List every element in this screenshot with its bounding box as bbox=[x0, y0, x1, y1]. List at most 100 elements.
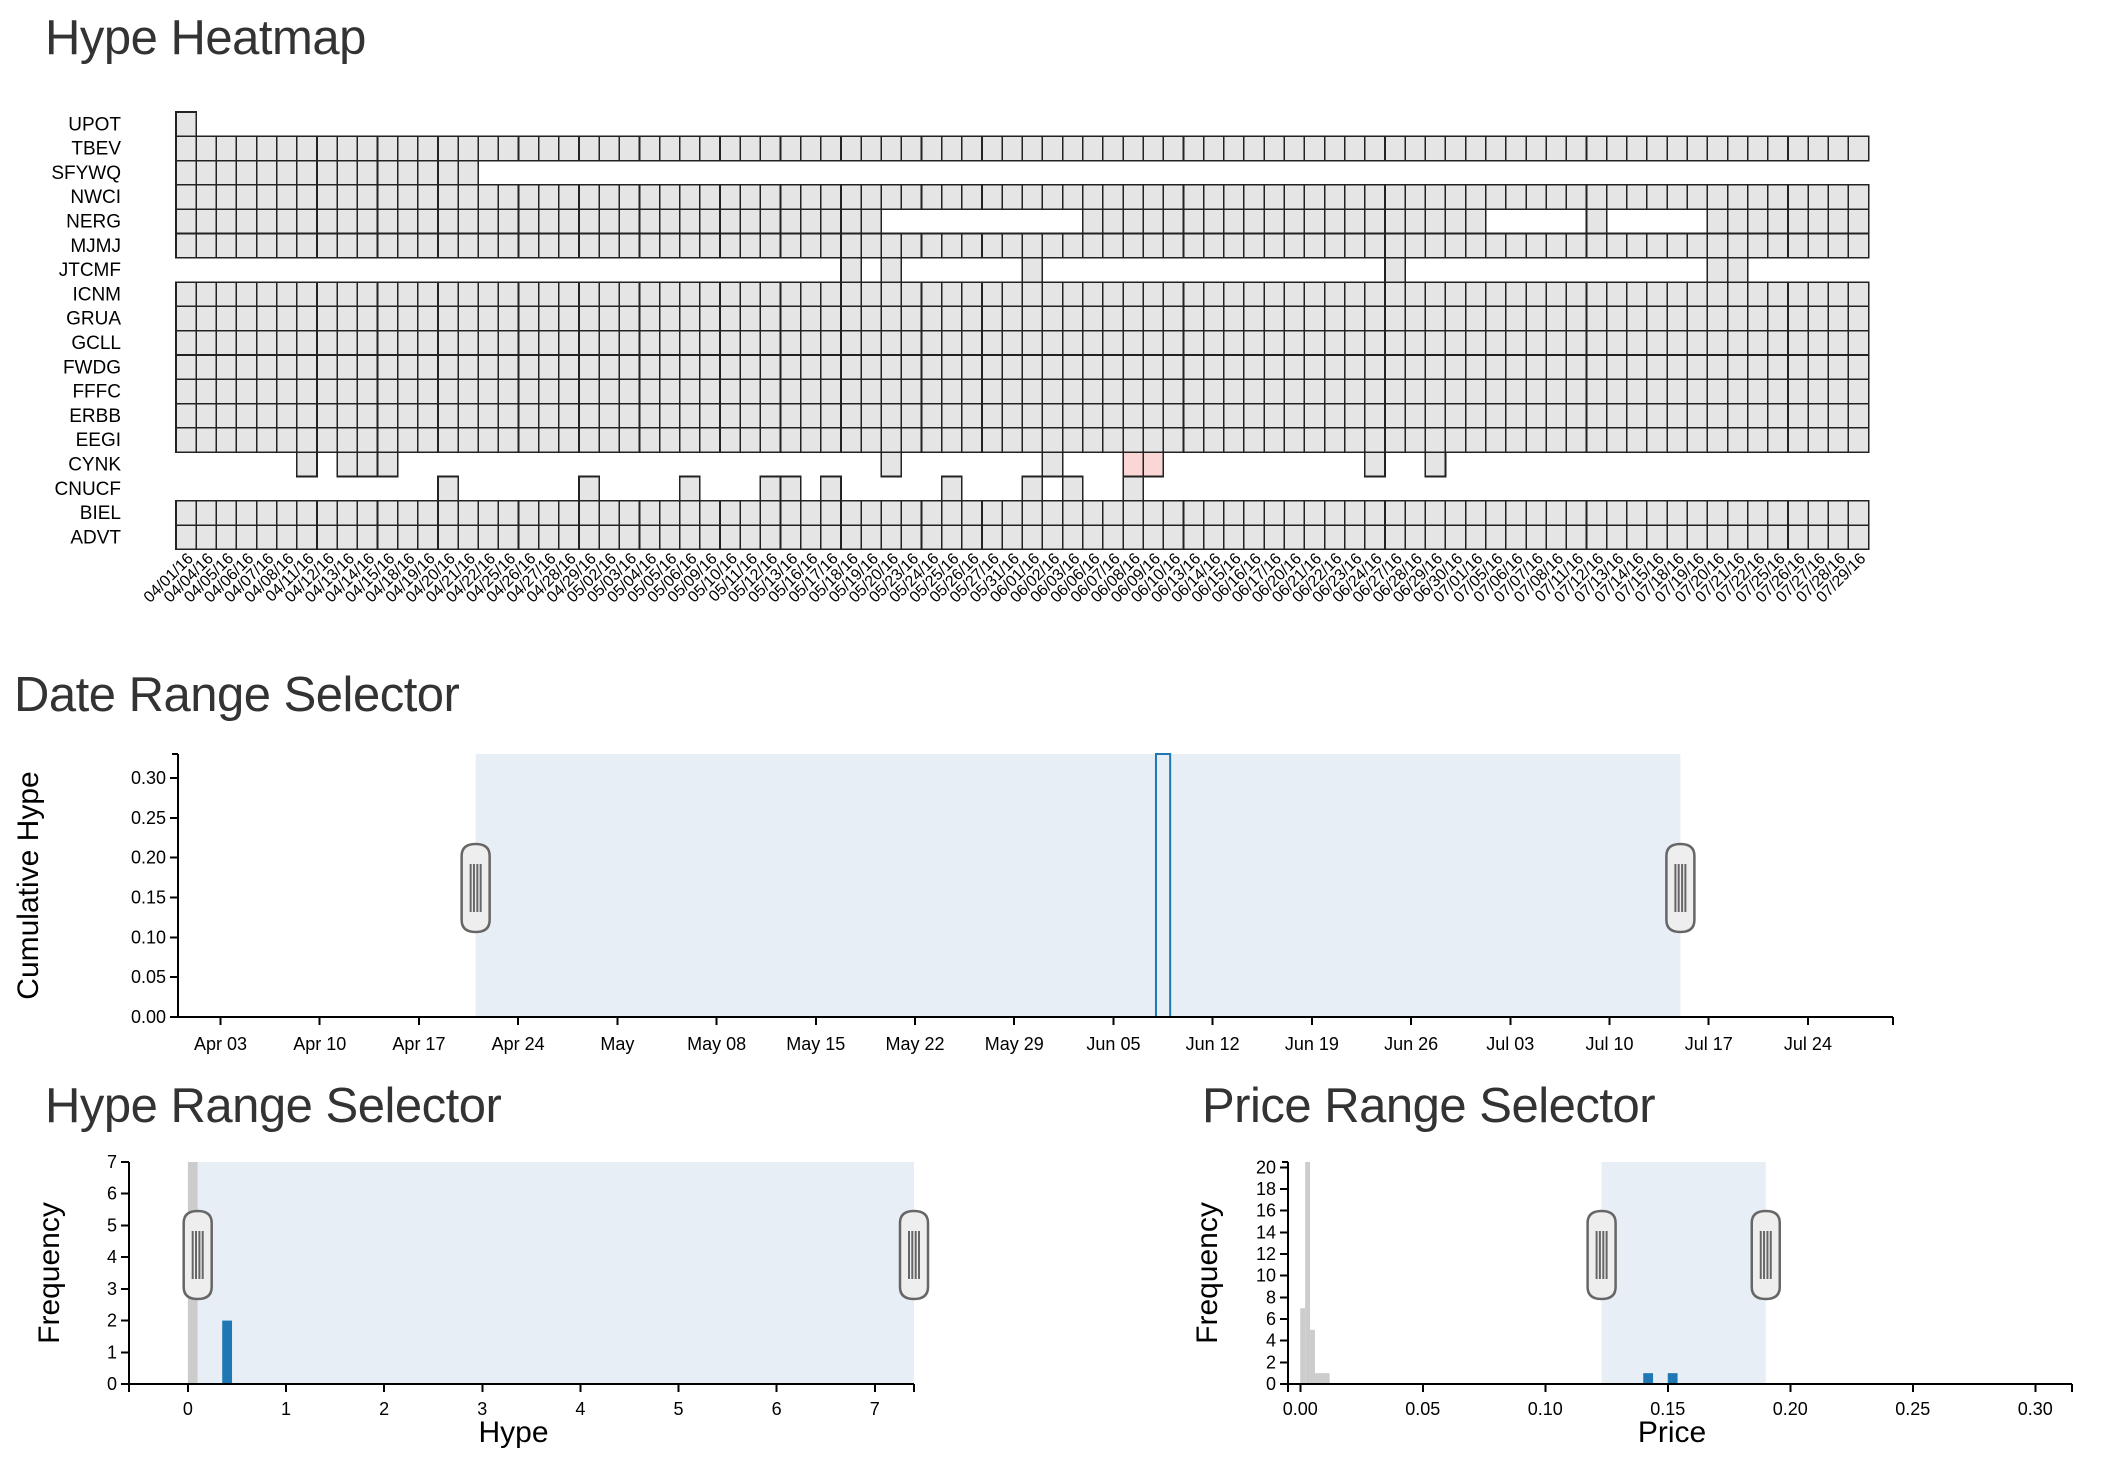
heatmap-cell[interactable] bbox=[699, 427, 721, 453]
heatmap-cell[interactable] bbox=[437, 378, 459, 405]
heatmap-cell[interactable] bbox=[537, 402, 560, 429]
heatmap-cell[interactable] bbox=[235, 135, 258, 162]
heatmap-cell[interactable] bbox=[1364, 208, 1386, 235]
heatmap-cell[interactable] bbox=[356, 451, 379, 478]
heatmap-cell[interactable] bbox=[457, 135, 480, 162]
heatmap-cell[interactable] bbox=[1202, 305, 1225, 332]
heatmap-cell[interactable] bbox=[416, 232, 439, 259]
heatmap-cell[interactable] bbox=[296, 427, 318, 453]
heatmap-cell[interactable] bbox=[1666, 402, 1689, 429]
heatmap-cell[interactable] bbox=[1142, 305, 1165, 332]
heatmap-cell[interactable] bbox=[457, 427, 480, 453]
heatmap-cell[interactable] bbox=[356, 378, 379, 405]
heatmap-cell[interactable] bbox=[235, 329, 258, 356]
heatmap-cell[interactable] bbox=[1021, 257, 1044, 283]
heatmap-cell[interactable] bbox=[1585, 329, 1608, 356]
heatmap-cell[interactable] bbox=[1827, 427, 1850, 453]
heatmap-cell[interactable] bbox=[537, 524, 560, 551]
heatmap-cell[interactable] bbox=[1202, 329, 1225, 356]
heatmap-cell[interactable] bbox=[1404, 281, 1427, 308]
heatmap-cell[interactable] bbox=[457, 402, 480, 429]
heatmap-cell[interactable] bbox=[1565, 281, 1588, 308]
heatmap-cell[interactable] bbox=[1162, 354, 1185, 381]
heatmap-cell[interactable] bbox=[477, 378, 500, 405]
heatmap-cell[interactable] bbox=[1424, 305, 1447, 332]
heatmap-cell[interactable] bbox=[416, 159, 439, 186]
heatmap-cell[interactable] bbox=[1424, 402, 1447, 429]
heatmap-cell[interactable] bbox=[1061, 378, 1084, 405]
heatmap-cell[interactable] bbox=[699, 208, 721, 235]
heatmap-cell[interactable] bbox=[316, 378, 338, 405]
heatmap-cell[interactable] bbox=[1162, 135, 1185, 162]
heatmap-cell[interactable] bbox=[1102, 354, 1124, 381]
heatmap-cell[interactable] bbox=[1565, 524, 1588, 551]
heatmap-cell[interactable] bbox=[1243, 232, 1265, 259]
heatmap-cell[interactable] bbox=[296, 354, 318, 381]
heatmap-cell[interactable] bbox=[1545, 354, 1568, 381]
heatmap-cell[interactable] bbox=[638, 524, 661, 551]
heatmap-cell[interactable] bbox=[880, 354, 903, 381]
heatmap-cell[interactable] bbox=[799, 378, 822, 405]
heatmap-cell[interactable] bbox=[1384, 378, 1406, 405]
heatmap-cell[interactable] bbox=[517, 305, 540, 332]
heatmap-cell[interactable] bbox=[1686, 232, 1709, 259]
heatmap-cell[interactable] bbox=[1364, 451, 1386, 478]
heatmap-cell[interactable] bbox=[1444, 524, 1467, 551]
heatmap-cell[interactable] bbox=[235, 354, 258, 381]
heatmap-cell[interactable] bbox=[900, 305, 923, 332]
heatmap-cell[interactable] bbox=[316, 184, 338, 211]
heatmap-cell[interactable] bbox=[1223, 208, 1245, 235]
heatmap-cell[interactable] bbox=[1424, 208, 1447, 235]
heatmap-cell[interactable] bbox=[1605, 135, 1628, 162]
heatmap-cell[interactable] bbox=[961, 281, 983, 308]
heatmap-cell[interactable] bbox=[1061, 524, 1084, 551]
heatmap-cell[interactable] bbox=[1061, 232, 1084, 259]
heatmap-cell[interactable] bbox=[699, 499, 721, 526]
heatmap-cell[interactable] bbox=[1343, 524, 1366, 551]
heatmap-cell[interactable] bbox=[1343, 329, 1366, 356]
heatmap-cell[interactable] bbox=[215, 184, 238, 211]
heatmap-cell[interactable] bbox=[1444, 378, 1467, 405]
heatmap-cell[interactable] bbox=[1565, 232, 1588, 259]
heatmap-cell[interactable] bbox=[437, 329, 459, 356]
heatmap-cell[interactable] bbox=[1726, 232, 1749, 259]
heatmap-cell[interactable] bbox=[1303, 524, 1326, 551]
heatmap-cell[interactable] bbox=[1686, 402, 1709, 429]
heatmap-cell[interactable] bbox=[819, 524, 842, 551]
heatmap-cell[interactable] bbox=[497, 402, 520, 429]
heatmap-cell[interactable] bbox=[1807, 427, 1830, 453]
heatmap-cell[interactable] bbox=[296, 378, 318, 405]
heatmap-cell[interactable] bbox=[1807, 329, 1830, 356]
heatmap-cell[interactable] bbox=[1243, 354, 1265, 381]
heatmap-cell[interactable] bbox=[215, 499, 238, 526]
heatmap-cell[interactable] bbox=[1243, 402, 1265, 429]
heatmap-cell[interactable] bbox=[457, 184, 480, 211]
heatmap-cell[interactable] bbox=[719, 499, 741, 526]
heatmap-cell[interactable] bbox=[658, 329, 681, 356]
heatmap-cell[interactable] bbox=[275, 499, 298, 526]
heatmap-cell[interactable] bbox=[1726, 305, 1749, 332]
heatmap-cell[interactable] bbox=[961, 402, 983, 429]
heatmap-cell[interactable] bbox=[175, 305, 197, 332]
heatmap-cell[interactable] bbox=[497, 427, 520, 453]
heatmap-cell[interactable] bbox=[1746, 135, 1769, 162]
heatmap-cell[interactable] bbox=[658, 499, 681, 526]
heatmap-cell[interactable] bbox=[336, 354, 359, 381]
heatmap-cell[interactable] bbox=[356, 499, 379, 526]
heatmap-cell[interactable] bbox=[1484, 354, 1507, 381]
heatmap-cell[interactable] bbox=[1646, 305, 1668, 332]
heatmap-cell[interactable] bbox=[1162, 232, 1185, 259]
heatmap-cell[interactable] bbox=[920, 378, 943, 405]
heatmap-cell[interactable] bbox=[1041, 378, 1064, 405]
heatmap-cell[interactable] bbox=[558, 281, 580, 308]
heatmap-cell[interactable] bbox=[1827, 232, 1850, 259]
heatmap-cell[interactable] bbox=[396, 427, 419, 453]
heatmap-cell[interactable] bbox=[1041, 499, 1064, 526]
heatmap-cell[interactable] bbox=[1787, 427, 1809, 453]
heatmap-cell[interactable] bbox=[1303, 378, 1326, 405]
heatmap-cell[interactable] bbox=[1263, 378, 1286, 405]
heatmap-cell[interactable] bbox=[1303, 135, 1326, 162]
heatmap-cell[interactable] bbox=[537, 281, 560, 308]
heatmap-cell[interactable] bbox=[1847, 378, 1870, 405]
heatmap-cell[interactable] bbox=[356, 232, 379, 259]
